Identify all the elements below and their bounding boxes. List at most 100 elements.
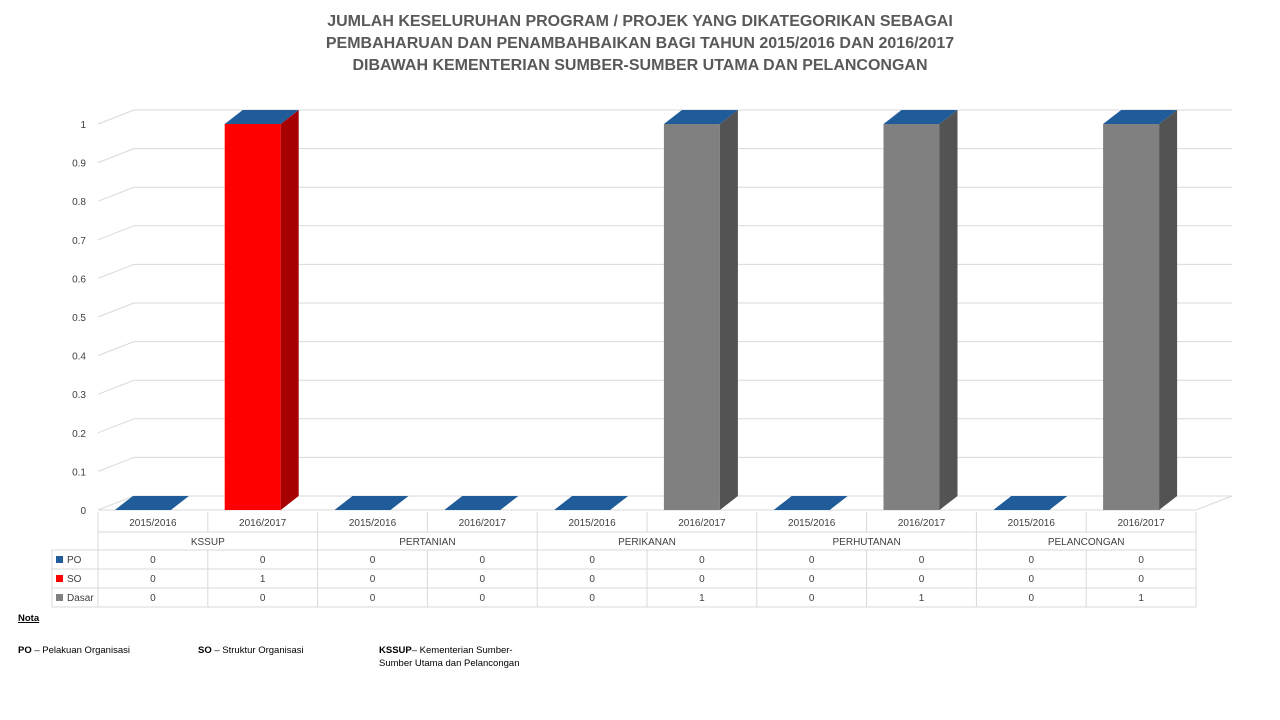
legend-label: PO (67, 555, 82, 566)
note-so-abbr: SO (198, 645, 212, 656)
bar-top (663, 110, 738, 124)
data-label: 0 (809, 574, 815, 585)
gridline-side (97, 456, 135, 472)
y-tick-label: 0 (80, 506, 86, 517)
data-label: 0 (260, 555, 266, 566)
data-label: 0 (589, 593, 595, 604)
notes-heading: Nota (18, 613, 40, 624)
bar-side (719, 110, 738, 510)
data-label: 0 (809, 593, 815, 604)
gridline-side (97, 225, 135, 241)
gridline-side (97, 148, 135, 164)
gridline-side (97, 302, 135, 318)
bar-zero (334, 496, 409, 510)
x-tick-label: 2016/2017 (678, 518, 726, 529)
data-label: 0 (260, 593, 266, 604)
legend-key (56, 575, 63, 582)
chart-title: JUMLAH KESELURUHAN PROGRAM / PROJEK YANG… (0, 11, 1280, 77)
note-po-text: – Pelakuan Organisasi (31, 645, 130, 656)
data-label: 0 (1138, 574, 1144, 585)
note-so: SO – Struktur Organisasi (198, 644, 304, 657)
data-label: 0 (809, 555, 815, 566)
bar-zero (114, 496, 189, 510)
x-tick-label: 2016/2017 (459, 518, 507, 529)
chart-title-line-2: PEMBAHARUAN DAN PENAMBAHBAIKAN BAGI TAHU… (325, 35, 955, 52)
bar-top (1103, 110, 1178, 124)
data-label: 0 (480, 555, 486, 566)
legend-label: Dasar (67, 593, 94, 604)
note-kssup-text-1: – Kementerian Sumber- (411, 645, 513, 656)
legend-key (56, 556, 63, 563)
data-label: 0 (370, 593, 376, 604)
note-kssup-abbr: KSSUP (379, 645, 412, 656)
chart-title-line-1: JUMLAH KESELURUHAN PROGRAM / PROJEK YANG… (327, 13, 953, 30)
data-label: 0 (1029, 574, 1035, 585)
y-tick-label: 0.3 (72, 390, 86, 401)
gridline-side (97, 418, 135, 434)
note-so-text: – Struktur Organisasi (211, 645, 304, 656)
gridline-side (97, 495, 135, 511)
data-label: 1 (260, 574, 266, 585)
y-tick-label: 0.8 (72, 197, 86, 208)
y-tick-label: 0.2 (72, 429, 86, 440)
bar-top (224, 110, 299, 124)
note-po: PO – Pelakuan Organisasi (18, 644, 130, 657)
y-tick-label: 0.7 (72, 236, 86, 247)
gridline-side (97, 186, 135, 202)
y-tick-label: 0.5 (72, 313, 86, 324)
data-label: 0 (150, 574, 156, 585)
data-label: 1 (919, 593, 925, 604)
note-kssup-text-2: Sumber Utama dan Pelancongan (379, 658, 520, 669)
data-label: 0 (1029, 555, 1035, 566)
data-label: 1 (699, 593, 705, 604)
group-label: PERHUTANAN (833, 537, 901, 548)
x-tick-label: 2015/2016 (349, 518, 397, 529)
bar (663, 124, 720, 510)
data-label: 0 (589, 574, 595, 585)
group-label: PELANCONGAN (1048, 537, 1125, 548)
bar-side (1159, 110, 1178, 510)
y-tick-label: 0.4 (72, 352, 86, 363)
bar (224, 124, 281, 510)
data-label: 0 (699, 555, 705, 566)
gridline-side (97, 341, 135, 357)
data-label: 0 (150, 555, 156, 566)
x-tick-label: 2016/2017 (1117, 518, 1165, 529)
legend-label: SO (67, 574, 82, 585)
data-label: 0 (370, 555, 376, 566)
data-label: 0 (919, 574, 925, 585)
bar (883, 124, 940, 510)
data-label: 0 (919, 555, 925, 566)
y-tick-label: 1 (80, 120, 86, 131)
chart-title-line-3: DIBAWAH KEMENTERIAN SUMBER-SUMBER UTAMA … (352, 57, 928, 74)
bar-zero (993, 496, 1068, 510)
data-label: 0 (589, 555, 595, 566)
data-label: 1 (1138, 593, 1144, 604)
x-tick-label: 2015/2016 (1008, 518, 1056, 529)
bar (1103, 124, 1160, 510)
gridline-side (97, 109, 135, 125)
floor-right-edge (1195, 495, 1233, 511)
bar-side (280, 110, 299, 510)
x-tick-label: 2015/2016 (568, 518, 616, 529)
data-label: 0 (480, 574, 486, 585)
group-label: PERTANIAN (399, 537, 455, 548)
data-label: 0 (699, 574, 705, 585)
gridline-side (97, 379, 135, 395)
legend-key (56, 594, 63, 601)
data-label: 0 (370, 574, 376, 585)
group-label: PERIKANAN (618, 537, 676, 548)
x-tick-label: 2016/2017 (898, 518, 946, 529)
bar-zero (773, 496, 848, 510)
y-tick-label: 0.1 (72, 467, 86, 478)
data-label: 0 (150, 593, 156, 604)
y-tick-label: 0.6 (72, 274, 86, 285)
data-label: 0 (480, 593, 486, 604)
data-label: 0 (1138, 555, 1144, 566)
bar-zero (554, 496, 629, 510)
bar-side (939, 110, 958, 510)
note-kssup: KSSUP– Kementerian Sumber- Sumber Utama d… (379, 644, 519, 670)
y-tick-label: 0.9 (72, 159, 86, 170)
x-tick-label: 2015/2016 (788, 518, 836, 529)
